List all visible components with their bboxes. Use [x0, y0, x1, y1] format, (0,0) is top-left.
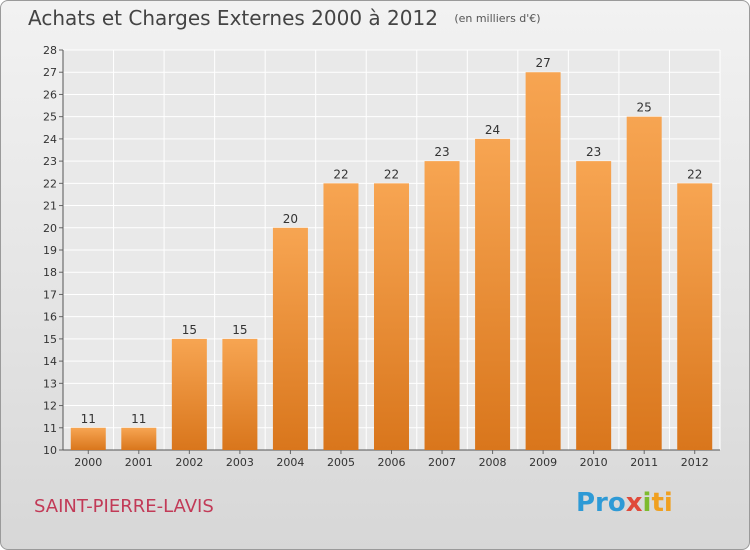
- bar: [677, 183, 713, 451]
- bar: [374, 183, 409, 451]
- data-labels: 11 11 15 15 20 22 22 23 24 27 23 25 22: [81, 56, 703, 426]
- y-tick-label: 20: [43, 222, 57, 235]
- y-tick-label: 16: [43, 311, 57, 324]
- x-tick-label: 2011: [630, 456, 658, 469]
- y-tick-label: 27: [43, 66, 57, 79]
- data-label: 24: [485, 123, 500, 137]
- y-tick-label: 17: [43, 288, 57, 301]
- bar: [323, 183, 359, 451]
- data-label: 15: [232, 323, 247, 337]
- y-tick-label: 11: [43, 422, 57, 435]
- logo-part-1: Pro: [576, 488, 626, 518]
- data-label: 23: [434, 145, 449, 159]
- bar: [70, 427, 106, 450]
- x-tick-label: 2012: [681, 456, 709, 469]
- bar: [171, 338, 207, 450]
- x-tick-label: 2003: [226, 456, 254, 469]
- chart-title: Achats et Charges Externes 2000 à 2012 (…: [28, 6, 541, 30]
- bars: [70, 72, 713, 451]
- data-label: 11: [81, 412, 96, 426]
- logo-part-3: i: [642, 488, 652, 518]
- y-tick-label: 22: [43, 177, 57, 190]
- x-tick-label: 2006: [378, 456, 406, 469]
- axes: 10 11 12 13 14 15 16 17 18 19 20 21 22 23 24 25 26 27 28 20…: [43, 44, 720, 469]
- x-tick-label: 2001: [125, 456, 153, 469]
- y-tick-label: 15: [43, 333, 57, 346]
- data-label: 23: [586, 145, 601, 159]
- chart-subtitle: (en milliers d'€): [454, 12, 541, 25]
- y-tick-label: 13: [43, 377, 57, 390]
- data-label: 27: [535, 56, 550, 70]
- bar: [626, 116, 662, 451]
- logo-part-4: ti: [651, 488, 673, 518]
- y-tick-label: 23: [43, 155, 57, 168]
- x-tick-label: 2009: [529, 456, 557, 469]
- y-tick-label: 25: [43, 111, 57, 124]
- commune-name: SAINT-PIERRE-LAVIS: [34, 496, 214, 517]
- data-label: 11: [131, 412, 146, 426]
- bar: [525, 72, 561, 450]
- x-tick-label: 2000: [74, 456, 102, 469]
- y-tick-label: 26: [43, 88, 57, 101]
- proxiti-logo: Proxiti: [576, 488, 673, 518]
- bar: [475, 138, 511, 450]
- y-tick-label: 14: [43, 355, 57, 368]
- x-tick-label: 2007: [428, 456, 456, 469]
- bar: [424, 161, 460, 450]
- chart-title-text: Achats et Charges Externes 2000 à 2012: [28, 6, 438, 30]
- data-label: 22: [384, 167, 399, 181]
- data-label: 15: [182, 323, 197, 337]
- x-tick-label: 2004: [276, 456, 304, 469]
- y-tick-label: 18: [43, 266, 57, 279]
- x-tick-label: 2008: [479, 456, 507, 469]
- data-label: 22: [687, 167, 702, 181]
- y-tick-label: 28: [43, 44, 57, 57]
- logo-part-2: x: [625, 488, 643, 518]
- y-tick-label: 21: [43, 200, 57, 213]
- bar: [222, 338, 258, 450]
- bar: [121, 427, 157, 450]
- y-tick-label: 10: [43, 444, 57, 457]
- data-label: 25: [637, 101, 652, 115]
- x-tick-label: 2002: [175, 456, 203, 469]
- data-label: 22: [333, 167, 348, 181]
- y-tick-label: 19: [43, 244, 57, 257]
- bar: [576, 161, 612, 450]
- x-tick-label: 2005: [327, 456, 355, 469]
- x-tick-label: 2010: [580, 456, 608, 469]
- data-label: 20: [283, 212, 298, 226]
- y-tick-label: 24: [43, 133, 57, 146]
- bar: [272, 227, 308, 450]
- y-tick-label: 12: [43, 400, 57, 413]
